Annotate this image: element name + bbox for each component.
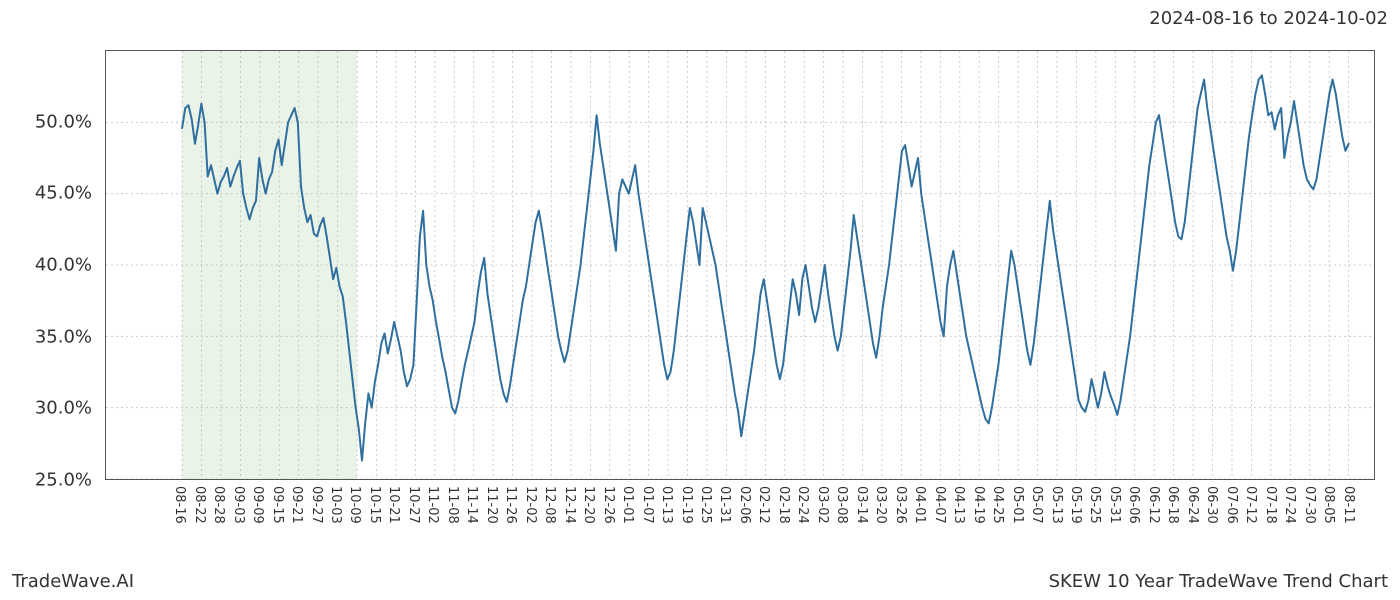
x-tick-label: 08-16 bbox=[172, 486, 187, 524]
x-tick-label: 06-06 bbox=[1126, 486, 1141, 524]
y-axis: 25.0%30.0%35.0%40.0%45.0%50.0% bbox=[0, 50, 100, 480]
x-tick-label: 09-15 bbox=[270, 486, 285, 524]
x-tick-label: 08-05 bbox=[1321, 486, 1336, 524]
x-tick-label: 12-20 bbox=[581, 486, 596, 524]
x-tick-label: 05-31 bbox=[1107, 486, 1122, 524]
x-tick-label: 07-24 bbox=[1282, 486, 1297, 524]
x-tick-label: 04-25 bbox=[990, 486, 1005, 524]
x-tick-label: 07-30 bbox=[1302, 486, 1317, 524]
x-tick-label: 05-07 bbox=[1029, 486, 1044, 524]
x-tick-label: 04-13 bbox=[951, 486, 966, 524]
x-tick-label: 08-22 bbox=[192, 486, 207, 524]
y-tick-label: 25.0% bbox=[35, 470, 92, 491]
x-tick-label: 12-08 bbox=[542, 486, 557, 524]
x-tick-label: 03-26 bbox=[893, 486, 908, 524]
x-tick-label: 05-13 bbox=[1049, 486, 1064, 524]
y-tick-label: 45.0% bbox=[35, 183, 92, 204]
x-tick-label: 06-30 bbox=[1204, 486, 1219, 524]
x-tick-label: 06-18 bbox=[1165, 486, 1180, 524]
x-tick-label: 08-11 bbox=[1341, 486, 1356, 524]
x-tick-label: 02-06 bbox=[737, 486, 752, 524]
y-tick-label: 50.0% bbox=[35, 111, 92, 132]
x-tick-label: 04-07 bbox=[932, 486, 947, 524]
date-range-label: 2024-08-16 to 2024-10-02 bbox=[1149, 8, 1388, 29]
brand-label: TradeWave.AI bbox=[12, 571, 134, 592]
plot-svg bbox=[106, 51, 1374, 479]
x-tick-label: 02-12 bbox=[756, 486, 771, 524]
chart-container: 2024-08-16 to 2024-10-02 25.0% 30.0% 35.0%… bbox=[0, 0, 1400, 600]
x-tick-label: 09-27 bbox=[309, 486, 324, 524]
x-tick-label: 04-01 bbox=[912, 486, 927, 524]
plot-area bbox=[105, 50, 1375, 480]
x-tick-label: 01-01 bbox=[620, 486, 635, 524]
y-tick-label: 35.0% bbox=[35, 326, 92, 347]
x-tick-label: 11-14 bbox=[464, 486, 479, 524]
x-tick-label: 09-21 bbox=[289, 486, 304, 524]
x-tick-label: 09-09 bbox=[250, 486, 265, 524]
x-tick-label: 12-14 bbox=[562, 486, 577, 524]
x-tick-label: 10-03 bbox=[328, 486, 343, 524]
x-tick-label: 03-02 bbox=[815, 486, 830, 524]
x-tick-label: 03-08 bbox=[834, 486, 849, 524]
x-tick-label: 02-24 bbox=[795, 486, 810, 524]
x-tick-label: 02-18 bbox=[776, 486, 791, 524]
x-axis: 08-16 08-22 08-28 09-03 09-09 09-15 09-21 09-27… bbox=[105, 482, 1375, 562]
x-tick-label: 05-01 bbox=[1010, 486, 1025, 524]
x-tick-label: 11-02 bbox=[425, 486, 440, 524]
x-tick-label: 01-13 bbox=[659, 486, 674, 524]
x-tick-label: 08-28 bbox=[211, 486, 226, 524]
x-tick-label: 05-25 bbox=[1087, 486, 1102, 524]
x-tick-label: 12-26 bbox=[601, 486, 616, 524]
x-tick-label: 07-12 bbox=[1243, 486, 1258, 524]
x-tick-label: 03-14 bbox=[854, 486, 869, 524]
x-tick-label: 11-08 bbox=[445, 486, 460, 524]
x-tick-label: 05-19 bbox=[1068, 486, 1083, 524]
x-tick-label: 10-21 bbox=[386, 486, 401, 524]
x-tick-label: 10-27 bbox=[406, 486, 421, 524]
x-tick-label: 04-19 bbox=[971, 486, 986, 524]
x-tick-label: 06-24 bbox=[1185, 486, 1200, 524]
x-tick-label: 09-03 bbox=[231, 486, 246, 524]
x-tick-label: 01-25 bbox=[698, 486, 713, 524]
x-tick-label: 10-09 bbox=[347, 486, 362, 524]
x-tick-label: 06-12 bbox=[1146, 486, 1161, 524]
x-tick-label: 11-20 bbox=[484, 486, 499, 524]
x-tick-label: 07-18 bbox=[1263, 486, 1278, 524]
chart-title: SKEW 10 Year TradeWave Trend Chart bbox=[1049, 571, 1388, 592]
x-tick-label: 01-19 bbox=[679, 486, 694, 524]
x-tick-label: 03-20 bbox=[873, 486, 888, 524]
x-tick-label: 01-07 bbox=[640, 486, 655, 524]
y-tick-label: 40.0% bbox=[35, 255, 92, 276]
x-tick-label: 10-15 bbox=[367, 486, 382, 524]
x-tick-label: 12-02 bbox=[523, 486, 538, 524]
x-tick-label: 07-06 bbox=[1224, 486, 1239, 524]
y-tick-label: 30.0% bbox=[35, 398, 92, 419]
x-tick-label: 01-31 bbox=[717, 486, 732, 524]
x-tick-label: 11-26 bbox=[503, 486, 518, 524]
